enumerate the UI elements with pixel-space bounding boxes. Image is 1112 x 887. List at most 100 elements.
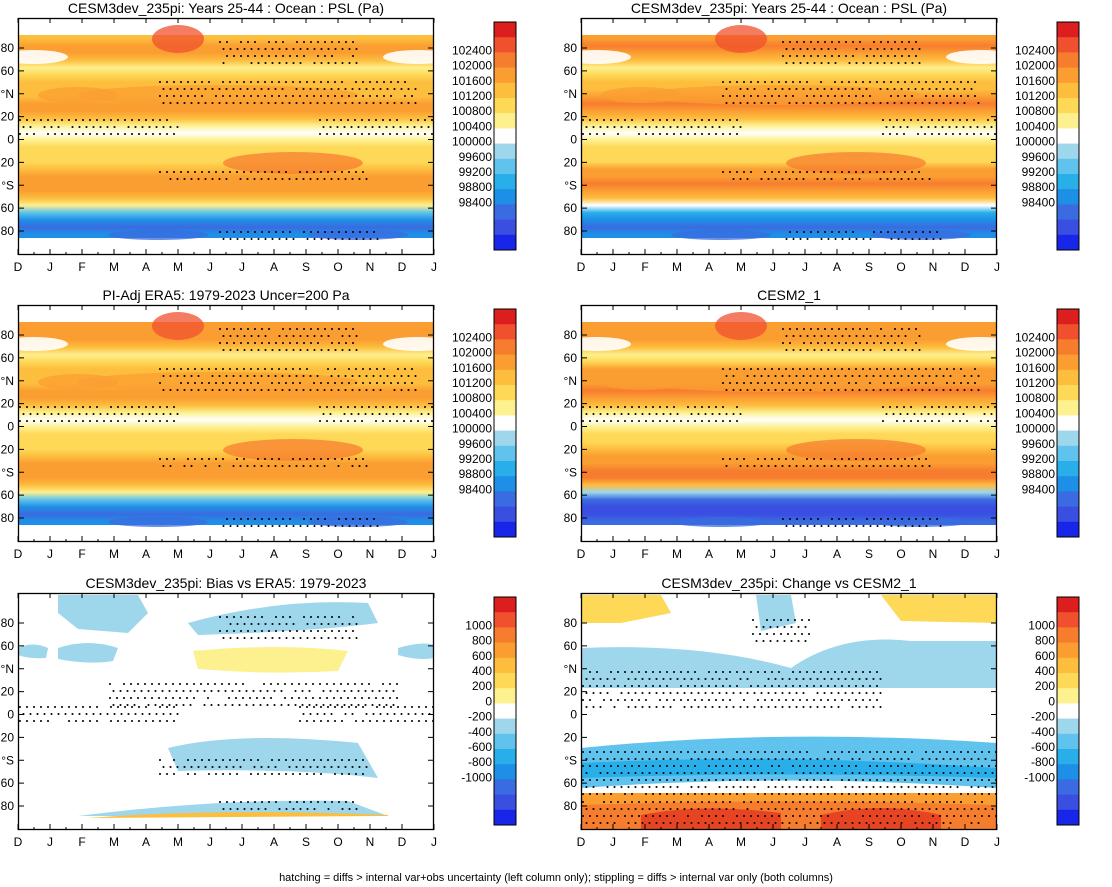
contour-blob — [946, 50, 1016, 64]
x-tick-label: J — [239, 260, 245, 274]
colorbar-swatch — [494, 764, 516, 780]
colorbar-swatch — [1057, 521, 1079, 538]
contour-blob — [715, 312, 767, 340]
y-tick-label: 0 — [7, 708, 14, 722]
x-tick-label: J — [802, 835, 808, 849]
stippling — [218, 800, 358, 811]
colorbar-swatch — [1057, 764, 1079, 780]
x-tick-label: D — [961, 835, 970, 849]
colorbar-swatch — [1057, 718, 1079, 735]
x-tick-label: J — [610, 547, 616, 561]
y-tick-label: 20 — [564, 397, 578, 411]
y-tick-label: 0 — [570, 708, 577, 722]
contour-blob — [78, 85, 358, 105]
panel-change-vs-cesm2: CESM3dev_235pi: Change vs CESM2_1 D J F M A M… — [563, 575, 1112, 865]
x-tick-label: J — [431, 260, 437, 274]
contour-blob — [152, 312, 204, 340]
y-tick-label: °N — [1, 662, 14, 676]
stippling — [218, 40, 358, 65]
colorbar-swatch — [1057, 400, 1079, 416]
colorbar-swatch — [494, 113, 516, 129]
colorbar-label: 99200 — [1022, 165, 1056, 179]
colorbar-label: 102000 — [1015, 346, 1055, 360]
colorbar-label: 102400 — [452, 43, 492, 57]
colorbar-swatch — [494, 174, 516, 190]
x-tick-label: J — [610, 835, 616, 849]
y-tick-label: 20 — [564, 442, 578, 456]
x-tick-label: M — [173, 547, 183, 561]
y-tick-label: 20 — [1, 155, 15, 169]
colorbar-swatch — [494, 779, 516, 795]
colorbar-swatch — [1057, 445, 1079, 462]
colorbar-swatch — [1057, 98, 1079, 114]
contour-blob — [108, 517, 208, 527]
colorbar-label: 101600 — [452, 361, 492, 375]
contour-plot: D J F M A M J J A S O N D J 80 60 °N 20 0 20 °S 60 80 — [0, 17, 453, 274]
x-tick-label: S — [302, 260, 310, 274]
colorbar-label: 0 — [485, 694, 492, 708]
colorbar-swatch — [1057, 642, 1079, 659]
colorbar-swatch — [494, 309, 516, 325]
stippling — [158, 758, 368, 776]
y-tick-label: 20 — [1, 442, 15, 456]
colorbar-swatch — [494, 158, 516, 175]
colorbar-swatch — [1057, 779, 1079, 795]
colorbar-swatch — [1057, 354, 1079, 371]
psl-field — [18, 322, 434, 525]
x-tick-label: M — [173, 835, 183, 849]
colorbar-swatch — [494, 657, 516, 674]
y-tick-label: °S — [1, 465, 14, 479]
colorbar-label: 99600 — [459, 150, 493, 164]
x-tick-label: J — [802, 260, 808, 274]
stippling — [581, 118, 742, 136]
y-tick-label: °S — [564, 753, 577, 767]
x-tick-label: J — [610, 260, 616, 274]
x-tick-label: M — [736, 547, 746, 561]
stippling — [318, 405, 434, 423]
colorbar-swatch — [494, 445, 516, 462]
colorbar-swatch — [494, 52, 516, 68]
x-tick-label: A — [142, 547, 150, 561]
x-tick-label: A — [833, 260, 841, 274]
contour-plot: D J F M A M J J A S O N D J 80 60 °N 20 0 20 °S 60 80 — [561, 304, 1016, 561]
colorbar-swatch — [494, 219, 516, 236]
colorbar-label: 98800 — [1022, 467, 1056, 481]
x-tick-label: J — [47, 260, 53, 274]
colorbar-label: 200 — [1035, 679, 1055, 693]
x-tick-label: N — [366, 547, 375, 561]
colorbar-label: 100800 — [452, 104, 492, 118]
x-tick-label: M — [109, 547, 119, 561]
colorbar-label: 102000 — [1015, 59, 1055, 73]
colorbar-label: 98400 — [1022, 482, 1056, 496]
colorbar-swatch — [1057, 461, 1079, 477]
contour-blob — [671, 517, 771, 527]
colorbar-swatch — [494, 688, 516, 704]
psl-field — [18, 35, 434, 238]
colorbar-swatch — [494, 369, 516, 386]
stippling — [158, 367, 417, 392]
stippling — [18, 705, 179, 723]
colorbar-swatch — [1057, 22, 1079, 38]
y-tick-label: 20 — [1, 685, 15, 699]
x-tick-label: O — [896, 835, 905, 849]
colorbar-swatch — [1057, 189, 1079, 205]
colorbar-swatch — [494, 612, 516, 628]
stippling — [581, 405, 742, 423]
x-tick-label: S — [302, 547, 310, 561]
colorbar-swatch — [1057, 128, 1079, 144]
stippling — [751, 618, 811, 643]
colorbar-label: 102400 — [1015, 43, 1055, 57]
colorbar-label: 800 — [1035, 634, 1055, 648]
difference-field — [18, 595, 434, 818]
contour-blob — [0, 50, 68, 64]
panel-era5-reference: PI-Adj ERA5: 1979-2023 Uncer=200 Pa D J F M… — [0, 287, 556, 577]
colorbar-swatch — [1057, 52, 1079, 68]
x-tick-label: O — [333, 835, 342, 849]
colorbar-label: -1000 — [461, 770, 492, 784]
colorbar-label: 100800 — [452, 391, 492, 405]
x-tick-label: N — [929, 260, 938, 274]
